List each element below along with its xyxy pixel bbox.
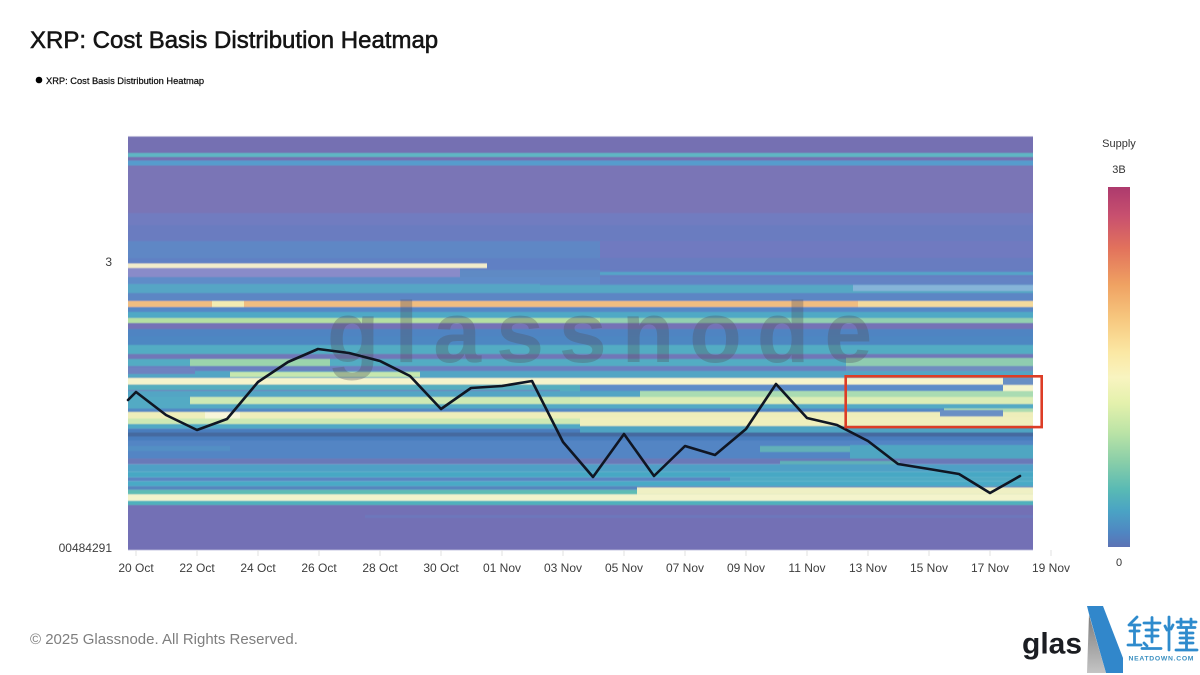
- svg-text:Supply: Supply: [1102, 138, 1136, 150]
- svg-text:20 Oct: 20 Oct: [118, 561, 154, 575]
- svg-text:07 Nov: 07 Nov: [666, 561, 704, 575]
- svg-text:09 Nov: 09 Nov: [727, 561, 765, 575]
- svg-text:24 Oct: 24 Oct: [240, 561, 276, 575]
- svg-text:glassnode: glassnode: [327, 285, 887, 381]
- svg-text:© 2025 Glassnode. All Rights R: © 2025 Glassnode. All Rights Reserved.: [30, 631, 298, 648]
- svg-text:00484291: 00484291: [59, 541, 113, 555]
- svg-text:05 Nov: 05 Nov: [605, 561, 643, 575]
- svg-text:19 Nov: 19 Nov: [1032, 561, 1070, 575]
- svg-text:30 Oct: 30 Oct: [423, 561, 459, 575]
- svg-text:NEATDOWN.COM: NEATDOWN.COM: [1129, 656, 1195, 663]
- svg-text:3B: 3B: [1112, 164, 1125, 176]
- svg-text:11 Nov: 11 Nov: [788, 561, 825, 575]
- svg-text:XRP: Cost Basis Distribution H: XRP: Cost Basis Distribution Heatmap: [30, 27, 438, 54]
- svg-text:13 Nov: 13 Nov: [849, 561, 887, 575]
- svg-text:glas: glas: [1022, 628, 1082, 661]
- svg-text:01 Nov: 01 Nov: [483, 561, 521, 575]
- svg-text:22 Oct: 22 Oct: [179, 561, 215, 575]
- svg-text:26 Oct: 26 Oct: [301, 561, 337, 575]
- svg-text:3: 3: [105, 255, 112, 269]
- svg-text:0: 0: [1116, 557, 1122, 569]
- svg-text:28 Oct: 28 Oct: [362, 561, 398, 575]
- svg-text:17 Nov: 17 Nov: [971, 561, 1009, 575]
- svg-text:15 Nov: 15 Nov: [910, 561, 948, 575]
- svg-text:XRP: Cost Basis Distribution H: XRP: Cost Basis Distribution Heatmap: [46, 76, 204, 86]
- svg-text:03 Nov: 03 Nov: [544, 561, 582, 575]
